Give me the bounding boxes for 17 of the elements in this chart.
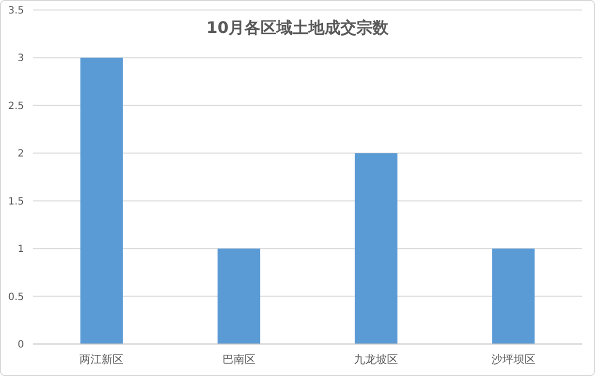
y-tick-label: 0.5: [8, 292, 24, 303]
y-tick-label: 2: [18, 148, 24, 160]
x-tick-label: 沙坪坝区: [491, 353, 536, 366]
x-tick-label: 两江新区: [80, 353, 124, 366]
y-tick-label: 3.5: [8, 6, 24, 16]
bar: [354, 153, 398, 344]
bar: [492, 248, 535, 344]
y-tick-label: 0: [18, 340, 24, 350]
x-tick-label: 巴南区: [222, 353, 256, 366]
y-tick-label: 2.5: [8, 100, 24, 112]
x-tick-label: 九龙坡区: [354, 353, 398, 366]
y-tick-label: 1.5: [8, 196, 24, 208]
y-tick-label: 3: [18, 53, 24, 64]
bar: [218, 248, 260, 344]
y-tick-label: 1: [18, 244, 24, 256]
bar: [80, 58, 123, 344]
text: 10月各区域土地成交宗数: [206, 18, 390, 37]
